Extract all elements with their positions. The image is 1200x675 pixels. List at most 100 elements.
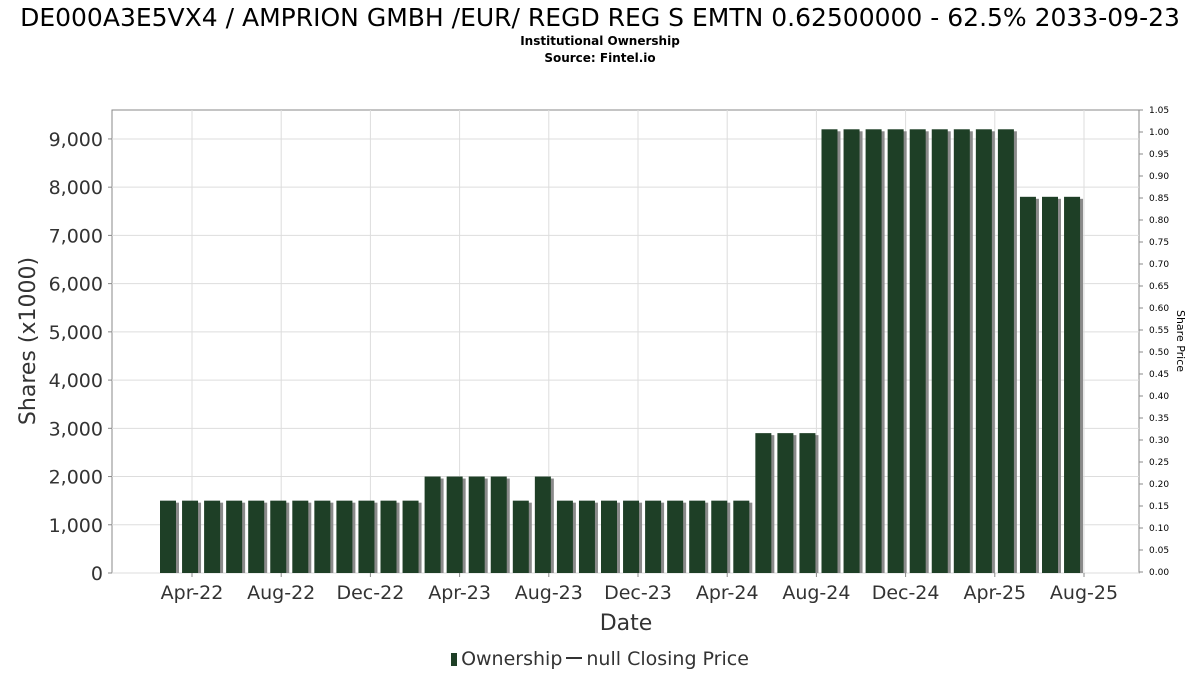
ownership-bar xyxy=(534,476,551,573)
ownership-bar xyxy=(777,433,794,573)
y2-tick-label: 1.00 xyxy=(1149,128,1169,138)
ownership-bar xyxy=(689,500,706,573)
y-tick-label: 5,000 xyxy=(49,322,103,344)
ownership-bar xyxy=(1019,196,1036,573)
ownership-bar xyxy=(623,500,640,573)
y2-tick-label: 0.15 xyxy=(1149,502,1169,512)
ownership-bar xyxy=(292,500,309,573)
y2-tick-label: 0.85 xyxy=(1149,194,1169,204)
chart-legend: Ownership null Closing Price xyxy=(0,647,1200,671)
y-tick-label: 3,000 xyxy=(49,418,103,440)
ownership-bar xyxy=(799,433,816,573)
y2-tick-label: 0.35 xyxy=(1149,414,1169,424)
price-legend-label: null Closing Price xyxy=(586,648,749,670)
y-tick-label: 7,000 xyxy=(49,225,103,247)
x-tick-label: Apr-23 xyxy=(428,582,491,604)
y-tick-label: 8,000 xyxy=(49,177,103,199)
y-axis-title: Shares (x1000) xyxy=(16,257,41,425)
ownership-bar xyxy=(887,129,904,573)
ownership-bar xyxy=(1042,196,1058,573)
y2-tick-label: 0.20 xyxy=(1149,480,1169,490)
y2-tick-label: 0.30 xyxy=(1149,436,1169,446)
ownership-bar xyxy=(556,500,573,573)
ownership-bar xyxy=(821,129,838,573)
chart-source: Source: Fintel.io xyxy=(544,51,656,65)
y-tick-label: 1,000 xyxy=(49,515,103,537)
y2-tick-label: 0.95 xyxy=(1149,150,1169,160)
y2-tick-label: 0.55 xyxy=(1149,326,1169,336)
x-tick-label: Aug-23 xyxy=(515,582,583,604)
y2-tick-label: 0.70 xyxy=(1149,260,1169,270)
ownership-bar xyxy=(204,500,221,573)
y2-tick-label: 0.50 xyxy=(1149,348,1169,358)
ownership-bar xyxy=(601,500,617,573)
ownership-bar xyxy=(578,500,595,573)
ownership-bar xyxy=(975,129,992,573)
y-tick-label: 0 xyxy=(91,563,103,585)
x-tick-label: Aug-24 xyxy=(782,582,850,604)
y-tick-label: 9,000 xyxy=(49,129,103,151)
y2-tick-label: 0.90 xyxy=(1149,172,1169,182)
ownership-bar xyxy=(468,476,485,573)
ownership-bar xyxy=(446,476,463,573)
chart-subtitle: Institutional Ownership xyxy=(520,34,680,48)
y-tick-label: 6,000 xyxy=(49,274,103,296)
x-tick-label: Apr-25 xyxy=(963,582,1026,604)
ownership-bar xyxy=(667,500,684,573)
ownership-bar xyxy=(755,433,772,573)
y2-tick-label: 0.60 xyxy=(1149,304,1169,314)
ownership-bar xyxy=(909,129,926,573)
y2-tick-label: 0.75 xyxy=(1149,238,1169,248)
ownership-bar xyxy=(358,500,375,573)
ownership-legend-swatch xyxy=(451,653,458,666)
ownership-bar xyxy=(953,129,970,573)
ownership-legend-label: Ownership xyxy=(461,648,563,670)
ownership-bar xyxy=(424,476,441,573)
ownership-bar xyxy=(402,500,419,573)
chart-title: DE000A3E5VX4 / AMPRION GMBH /EUR/ REGD R… xyxy=(20,3,1180,32)
y2-tick-label: 1.05 xyxy=(1149,106,1169,116)
ownership-bar xyxy=(711,500,728,573)
y2-tick-label: 0.05 xyxy=(1149,546,1169,556)
x-tick-label: Apr-24 xyxy=(696,582,759,604)
price-legend-line xyxy=(566,657,583,659)
y2-tick-label: 0.25 xyxy=(1149,458,1169,468)
ownership-bar xyxy=(336,500,353,573)
y2-tick-label: 0.40 xyxy=(1149,392,1169,402)
ownership-bar xyxy=(645,500,662,573)
x-tick-label: Dec-24 xyxy=(872,582,940,604)
ownership-bar xyxy=(843,129,860,573)
ownership-bar xyxy=(733,500,750,573)
ownership-bar xyxy=(490,476,507,573)
y-tick-label: 4,000 xyxy=(49,370,103,392)
y2-tick-label: 0.10 xyxy=(1149,524,1169,534)
ownership-bar xyxy=(248,500,265,573)
x-tick-label: Dec-22 xyxy=(336,582,404,604)
ownership-bar xyxy=(512,500,529,573)
y2-axis-title: Share Price xyxy=(1174,310,1187,372)
bars xyxy=(160,129,1084,573)
ownership-bar xyxy=(270,500,287,573)
y2-tick-label: 0.80 xyxy=(1149,216,1169,226)
x-tick-label: Aug-22 xyxy=(247,582,315,604)
ownership-bar xyxy=(160,500,176,573)
y2-tick-label: 0.45 xyxy=(1149,370,1169,380)
ownership-bar xyxy=(380,500,397,573)
y2-tick-label: 0.00 xyxy=(1149,568,1169,578)
axes: 0 1,000 2,000 3,000 4,000 5,000 6,000 7,000 8,00… xyxy=(49,106,1170,604)
y-tick-label: 2,000 xyxy=(49,467,103,489)
x-tick-label: Apr-22 xyxy=(161,582,224,604)
ownership-bar xyxy=(314,500,331,573)
y2-tick-label: 0.65 xyxy=(1149,282,1169,292)
chart-header: DE000A3E5VX4 / AMPRION GMBH /EUR/ REGD R… xyxy=(0,2,1200,67)
ownership-bar xyxy=(1064,196,1081,573)
ownership-bar xyxy=(226,500,243,573)
x-tick-label: Aug-25 xyxy=(1050,582,1118,604)
ownership-bar xyxy=(931,129,948,573)
x-tick-label: Dec-23 xyxy=(604,582,672,604)
ownership-bar xyxy=(182,500,199,573)
ownership-bar xyxy=(997,129,1014,573)
ownership-bar xyxy=(865,129,882,573)
x-axis-title: Date xyxy=(600,611,653,636)
